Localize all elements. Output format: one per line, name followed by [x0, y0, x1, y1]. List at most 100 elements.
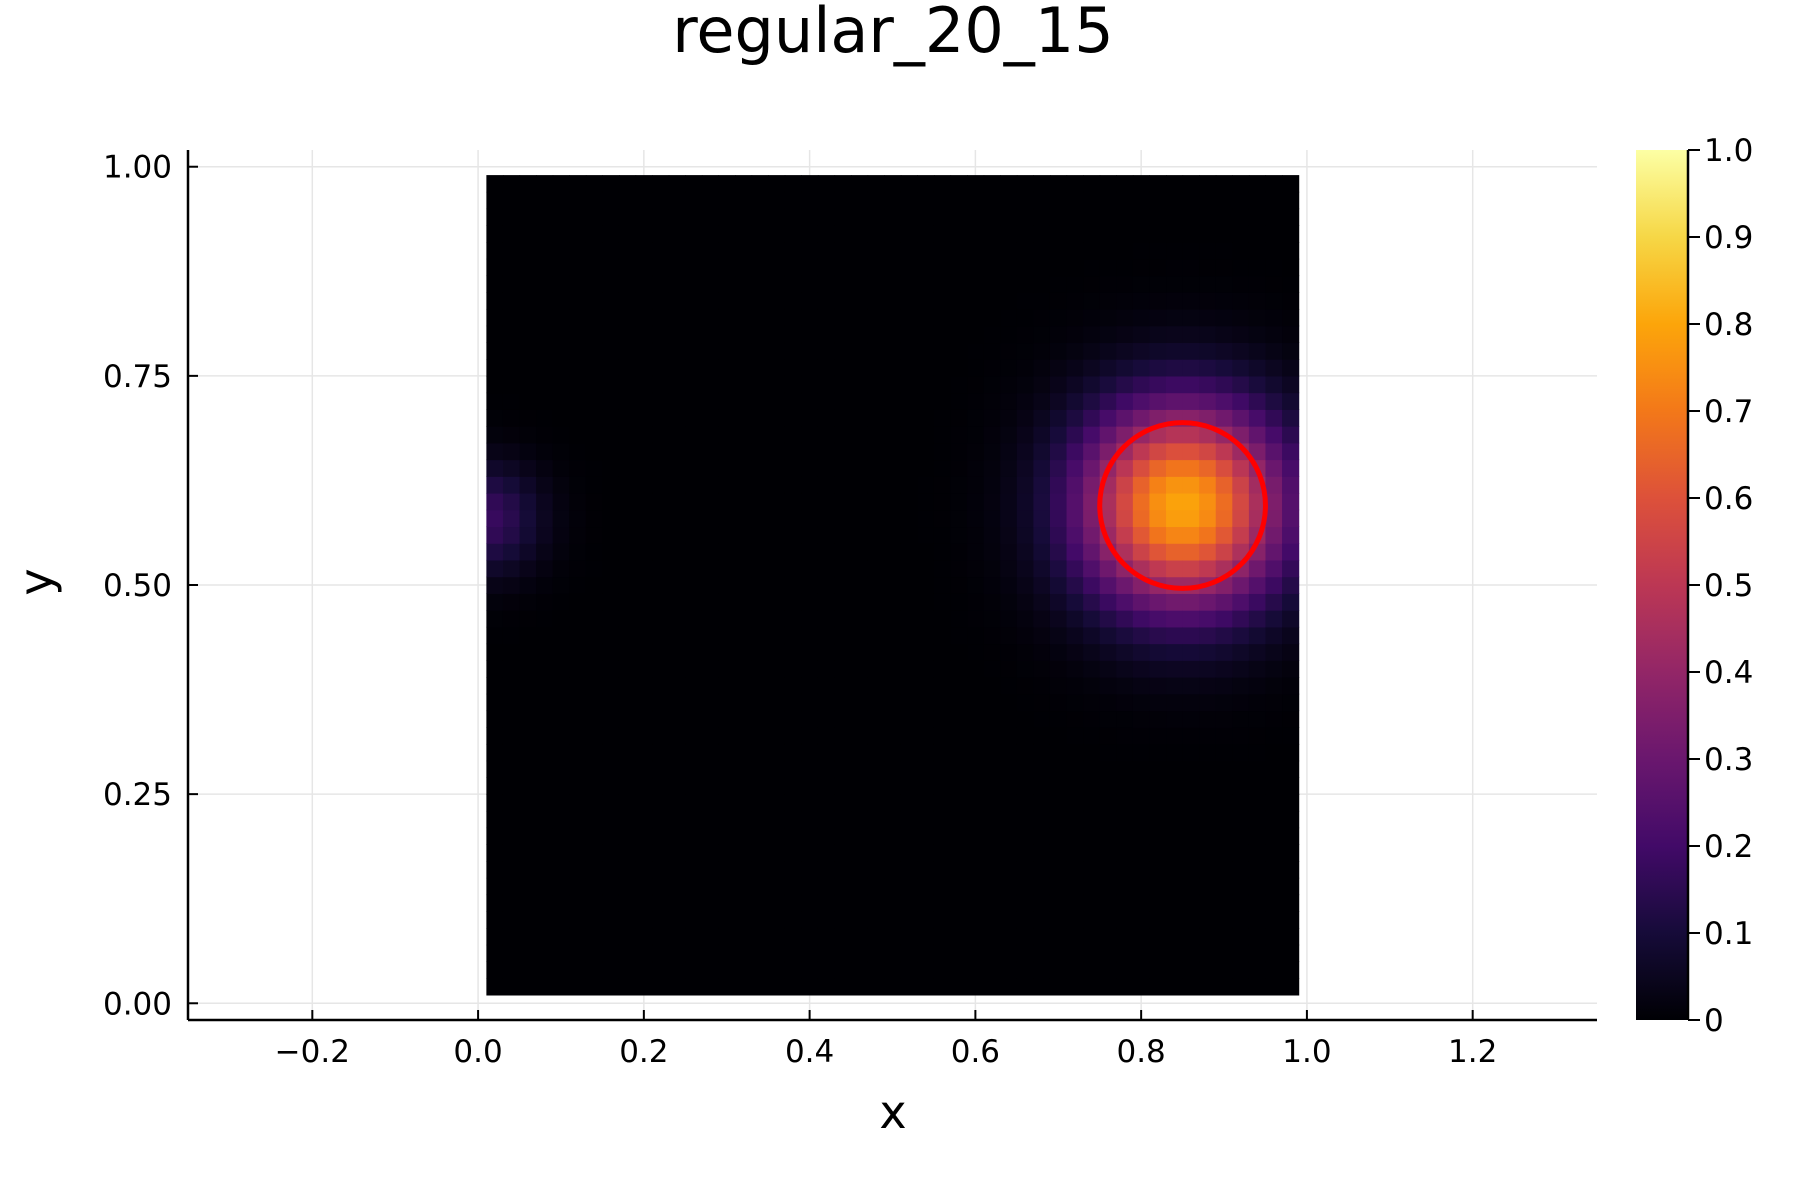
heatmap-cell — [718, 409, 736, 427]
heatmap-cell — [569, 626, 587, 645]
heatmap-cell — [867, 208, 885, 226]
heatmap-cell — [502, 409, 521, 427]
heatmap-cell — [519, 961, 537, 979]
heatmap-cell — [950, 409, 968, 427]
heatmap-cell — [1132, 677, 1151, 695]
heatmap-cell — [668, 827, 686, 845]
heatmap-cell — [967, 727, 985, 745]
heatmap-cell — [967, 677, 985, 695]
heatmap-cell — [618, 827, 637, 845]
heatmap-cell — [1215, 292, 1233, 310]
heatmap-cell — [884, 191, 902, 210]
heatmap-cell — [1232, 409, 1250, 427]
heatmap-cell — [784, 727, 802, 745]
heatmap-cell — [735, 292, 753, 310]
heatmap-cell — [801, 877, 819, 896]
heatmap-cell — [519, 593, 537, 611]
heatmap-cell — [1182, 727, 1200, 745]
heatmap-cell — [1232, 526, 1250, 544]
heatmap-cell — [1016, 660, 1034, 678]
heatmap-cell — [1199, 292, 1217, 310]
heatmap-cell — [735, 559, 753, 578]
heatmap-cell — [768, 208, 786, 226]
heatmap-cell — [701, 911, 720, 929]
heatmap-cell — [867, 626, 885, 645]
heatmap-cell — [585, 442, 604, 461]
heatmap-cell — [1199, 325, 1217, 344]
heatmap-cell — [735, 342, 753, 360]
heatmap-cell — [784, 677, 802, 695]
heatmap-cell — [1215, 342, 1233, 360]
heatmap-cell — [1182, 392, 1200, 410]
heatmap-cell — [967, 777, 985, 795]
heatmap-cell — [701, 810, 720, 829]
heatmap-cell — [735, 275, 753, 293]
heatmap-cell — [718, 191, 736, 210]
heatmap-cell — [1149, 911, 1167, 929]
heatmap-cell — [1199, 242, 1217, 260]
heatmap-cell — [751, 660, 769, 678]
heatmap-cell — [519, 191, 537, 210]
heatmap-cell — [585, 576, 604, 594]
heatmap-cell — [1116, 727, 1134, 745]
heatmap-cell — [585, 777, 604, 795]
heatmap-cell — [585, 275, 604, 293]
heatmap-cell — [552, 610, 570, 628]
heatmap-cell — [552, 409, 570, 427]
heatmap-cell — [486, 559, 504, 578]
heatmap-cell — [784, 911, 802, 929]
heatmap-cell — [635, 509, 653, 528]
heatmap-cell — [602, 593, 620, 611]
heatmap-cell — [1000, 559, 1018, 578]
heatmap-cell — [602, 342, 620, 360]
heatmap-cell — [668, 225, 686, 243]
heatmap-cell — [1049, 175, 1068, 193]
heatmap-cell — [569, 459, 587, 477]
heatmap-cell — [668, 743, 686, 762]
heatmap-cell — [602, 677, 620, 695]
heatmap-cell — [718, 342, 736, 360]
heatmap-cell — [834, 844, 852, 862]
heatmap-cell — [817, 459, 836, 477]
heatmap-cell — [1199, 877, 1217, 896]
heatmap-cell — [585, 543, 604, 561]
heatmap-cell — [1149, 225, 1167, 243]
heatmap-cell — [552, 576, 570, 594]
heatmap-cell — [817, 342, 836, 360]
heatmap-cell — [967, 509, 985, 528]
heatmap-cell — [967, 710, 985, 728]
heatmap-cell — [933, 877, 952, 896]
heatmap-cell — [950, 258, 968, 277]
heatmap-cell — [1149, 844, 1167, 862]
heatmap-cell — [1182, 710, 1200, 728]
heatmap-cell — [817, 208, 836, 226]
heatmap-cell — [983, 225, 1001, 243]
heatmap-cell — [668, 258, 686, 277]
heatmap-cell — [701, 760, 720, 779]
heatmap-cell — [1149, 827, 1167, 845]
heatmap-cell — [1182, 526, 1200, 544]
heatmap-cell — [701, 375, 720, 394]
heatmap-cell — [784, 710, 802, 728]
heatmap-cell — [502, 911, 521, 929]
heatmap-cell — [1248, 426, 1267, 444]
heatmap-cell — [867, 877, 885, 896]
heatmap-cell — [552, 911, 570, 929]
heatmap-cell — [668, 359, 686, 377]
heatmap-cell — [950, 375, 968, 394]
heatmap-cell — [851, 442, 869, 461]
heatmap-cell — [751, 894, 769, 912]
heatmap-cell — [602, 359, 620, 377]
heatmap-cell — [1016, 292, 1034, 310]
heatmap-cell — [817, 543, 836, 561]
heatmap-cell — [1248, 626, 1267, 645]
heatmap-cell — [1033, 794, 1051, 812]
heatmap-cell — [1000, 225, 1018, 243]
heatmap-cell — [884, 660, 902, 678]
heatmap-cell — [1149, 693, 1167, 712]
heatmap-cell — [751, 509, 769, 528]
heatmap-cell — [1016, 526, 1034, 544]
heatmap-cell — [1248, 559, 1267, 578]
heatmap-cell — [950, 861, 968, 879]
heatmap-cell — [1016, 626, 1034, 645]
